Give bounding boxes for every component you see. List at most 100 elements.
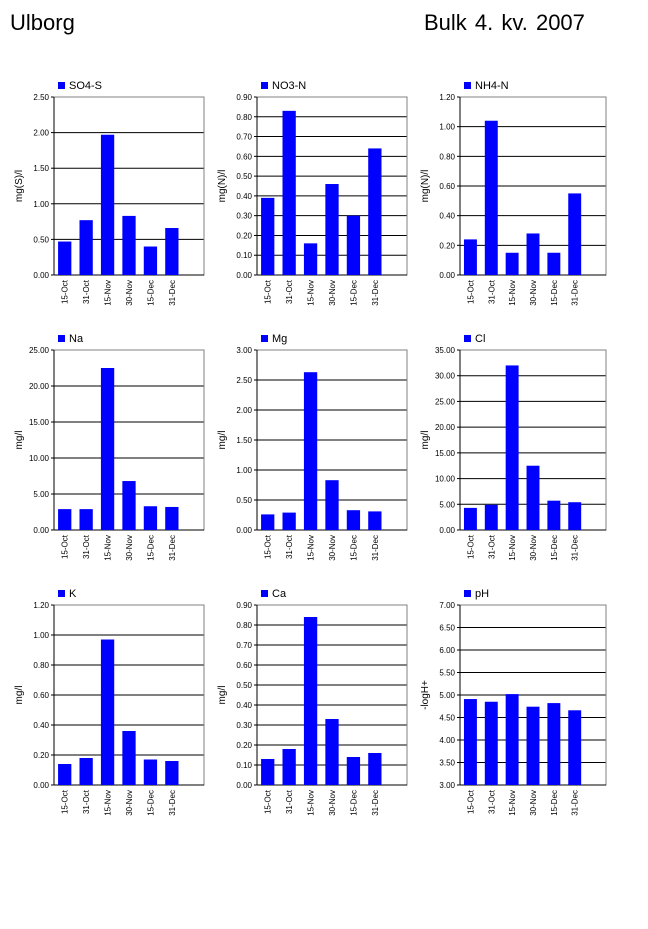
bar-15-dec [547,500,561,530]
legend-swatch [464,590,471,597]
bar-15-dec [346,757,361,785]
y-tick-label: 0.70 [236,133,252,142]
bar-15-dec [346,510,361,530]
chart-panel-no3-n: NO3-N 0.00 0.10 0.20 0.30 0.40 0.50 0.60 0.70 0.8… [217,80,408,306]
y-tick-label: 0.70 [236,641,252,650]
y-tick-label: 0.60 [236,661,252,670]
y-tick-label: 0.20 [236,741,252,750]
bar-31-dec [165,506,179,530]
bar-31-oct [282,110,296,275]
x-tick-label: 15-Oct [466,534,475,559]
y-tick-label: 0.40 [33,721,49,730]
bar-30-nov [122,731,136,785]
x-tick-label: 15-Nov [307,790,316,816]
x-tick-label: 31-Oct [487,789,496,814]
y-tick-label: 0.50 [236,681,252,690]
legend-swatch [58,82,65,89]
x-tick-label: 15-Nov [104,790,113,816]
y-tick-label: 30.00 [435,372,456,381]
bar-30-nov [122,215,136,275]
y-tick-label: 0.00 [236,781,252,790]
bar-31-oct [79,509,93,530]
x-tick-label: 15-Nov [104,535,113,561]
x-tick-label: 31-Dec [168,535,177,561]
x-tick-label: 31-Oct [487,534,496,559]
y-tick-label: 0.00 [33,526,49,535]
y-tick-label: 0.00 [439,526,455,535]
bar-30-nov [325,719,339,785]
y-tick-label: 25.00 [29,346,50,355]
x-tick-label: 30-Nov [529,280,538,306]
y-tick-label: 0.00 [236,526,252,535]
x-tick-label: 15-Nov [508,280,517,306]
chart-panel-nh4-n: NH4-N 0.00 0.20 0.40 0.60 0.80 1.00 1.20 mg(N)/l… [420,80,607,306]
y-tick-label: 5.00 [33,490,49,499]
y-tick-label: 15.00 [435,449,456,458]
bar-15-nov [505,252,519,275]
x-tick-label: 15-Nov [508,790,517,816]
legend-swatch [261,82,268,89]
bar-31-dec [165,228,179,275]
x-tick-label: 31-Dec [168,790,177,816]
y-tick-label: 4.50 [439,714,455,723]
y-tick-label: 20.00 [29,382,50,391]
x-tick-label: 31-Oct [285,534,294,559]
bar-15-nov [303,617,318,785]
x-tick-label: 30-Nov [328,790,337,816]
x-tick-label: 15-Oct [466,279,475,304]
chart-panel-cl: Cl 0.00 5.00 10.00 15.00 20.00 25.00 30.00 35.00… [420,333,607,561]
y-tick-label: 5.00 [439,500,455,509]
y-tick-label: 20.00 [435,423,456,432]
y-axis-label: mg/l [14,686,25,705]
legend-swatch [58,590,65,597]
legend-label: K [69,588,77,600]
bar-31-oct [282,512,296,530]
y-tick-label: 0.00 [236,271,252,280]
y-tick-label: 0.00 [33,781,49,790]
y-tick-label: 0.50 [33,235,49,244]
y-tick-label: 35.00 [435,346,456,355]
y-tick-label: 25.00 [435,397,456,406]
bar-15-oct [463,699,477,785]
bar-15-dec [547,252,561,275]
x-tick-label: 31-Dec [168,280,177,306]
chart-panel-k: K 0.00 0.20 0.40 0.60 0.80 1.00 1.20 mg/l 15-Oct 3… [14,588,205,816]
x-tick-label: 15-Dec [146,280,155,306]
chart-panel-na: Na 0.00 5.00 10.00 15.00 20.00 25.00 mg/l 15-Oct… [14,333,205,561]
bar-15-oct [463,507,477,530]
y-tick-label: 0.60 [439,182,455,191]
y-tick-label: 10.00 [435,475,456,484]
x-tick-label: 15-Dec [550,790,559,816]
y-tick-label: 0.00 [33,271,49,280]
y-axis-label: mg/l [420,431,431,450]
bar-15-oct [261,514,275,530]
x-tick-label: 31-Dec [571,535,580,561]
legend-label: Mg [272,333,287,345]
y-tick-label: 1.00 [33,631,49,640]
legend-label: pH [475,588,489,600]
y-tick-label: 0.90 [236,601,252,610]
y-tick-label: 1.00 [439,123,455,132]
period-title: Bulk 4. kv. 2007 [424,10,585,35]
x-tick-label: 31-Dec [571,280,580,306]
y-tick-label: 0.20 [439,241,455,250]
x-tick-label: 31-Dec [371,790,380,816]
legend-label: Ca [272,588,287,600]
bar-31-dec [368,148,382,275]
x-tick-label: 31-Oct [82,279,91,304]
y-tick-label: 0.30 [236,212,252,221]
x-tick-label: 15-Oct [264,279,273,304]
bar-31-oct [282,749,296,785]
y-axis-label: mg(N)/l [217,170,228,203]
bar-31-dec [568,193,582,275]
bar-15-oct [58,764,72,785]
x-tick-label: 15-Nov [508,535,517,561]
legend-label: NO3-N [272,80,306,92]
x-tick-label: 15-Dec [349,790,358,816]
y-tick-label: 0.30 [236,721,252,730]
y-tick-label: 1.20 [439,93,455,102]
chart-panel-ph: pH 3.00 3.50 4.00 4.50 5.00 5.50 6.00 6.50 7.00 -l… [420,588,607,816]
y-tick-label: 5.50 [439,669,455,678]
x-tick-label: 31-Oct [285,279,294,304]
x-tick-label: 15-Nov [307,280,316,306]
